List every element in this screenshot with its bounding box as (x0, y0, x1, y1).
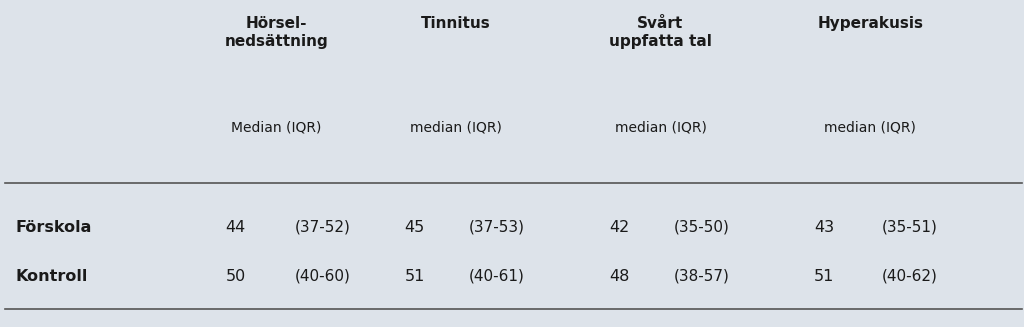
Text: 45: 45 (404, 220, 425, 235)
Text: Svårt
uppfatta tal: Svårt uppfatta tal (609, 16, 712, 49)
Text: (40-61): (40-61) (469, 269, 524, 284)
Text: Kontroll: Kontroll (15, 269, 88, 284)
Text: 48: 48 (609, 269, 630, 284)
Text: Förskola: Förskola (15, 220, 92, 235)
Text: 50: 50 (225, 269, 246, 284)
Text: (35-50): (35-50) (674, 220, 729, 235)
Text: (35-51): (35-51) (882, 220, 937, 235)
Text: median (IQR): median (IQR) (614, 121, 707, 135)
Text: median (IQR): median (IQR) (410, 121, 502, 135)
Text: 51: 51 (814, 269, 835, 284)
Text: (37-52): (37-52) (295, 220, 350, 235)
Text: (37-53): (37-53) (469, 220, 524, 235)
Text: 42: 42 (609, 220, 630, 235)
Text: (38-57): (38-57) (674, 269, 729, 284)
Text: Hörsel-
nedsättning: Hörsel- nedsättning (224, 16, 329, 49)
Text: Median (IQR): Median (IQR) (231, 121, 322, 135)
Text: 43: 43 (814, 220, 835, 235)
Text: median (IQR): median (IQR) (824, 121, 916, 135)
Text: 44: 44 (225, 220, 246, 235)
Text: (40-62): (40-62) (882, 269, 937, 284)
Text: (40-60): (40-60) (295, 269, 350, 284)
Text: 51: 51 (404, 269, 425, 284)
Text: Tinnitus: Tinnitus (421, 16, 490, 31)
Text: Hyperakusis: Hyperakusis (817, 16, 924, 31)
